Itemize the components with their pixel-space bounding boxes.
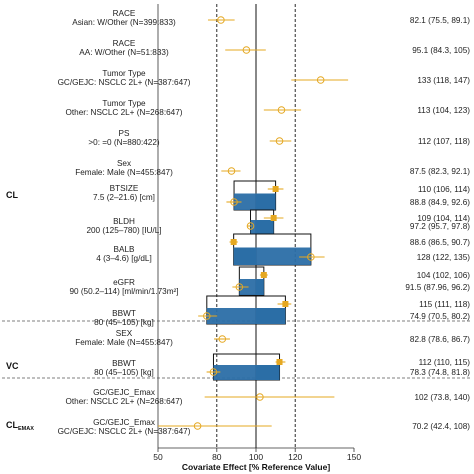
row-label-title: GC/GEJC_Emax xyxy=(93,418,155,427)
row-label-title: BBWT xyxy=(112,309,136,318)
point-estimate xyxy=(227,167,236,175)
estimate-text: 95.1 (84.3, 105) xyxy=(412,46,470,55)
point-estimate xyxy=(242,46,251,54)
estimate-text: 112 (107, 118) xyxy=(418,137,470,146)
point-estimate xyxy=(235,283,244,291)
effect-bar-high xyxy=(256,220,274,234)
row-label-title: RACE xyxy=(113,39,136,48)
x-tick-label: 100 xyxy=(249,452,263,462)
row-label-detail: 90 (50.2–114) [ml/min/1.73m²] xyxy=(69,287,178,296)
estimate-text: 110 (106, 114) xyxy=(418,185,470,194)
point-estimate xyxy=(217,16,225,24)
row-label-detail: 200 (125–780) [IU/L] xyxy=(86,226,161,235)
point-estimate-high xyxy=(230,239,237,245)
estimate-text: 112 (110, 115) xyxy=(419,358,471,367)
row-label-title: RACE xyxy=(113,9,136,18)
effect-bar-high xyxy=(256,308,286,324)
effect-bar-low xyxy=(213,365,256,380)
effect-bar-high xyxy=(233,247,256,265)
point-estimate xyxy=(256,393,264,401)
point-estimate-high xyxy=(260,272,267,278)
estimate-text-low: 88.8 (84.9, 92.6) xyxy=(410,198,470,207)
row-label-detail: 4 (3–4.6) [g/dL] xyxy=(96,254,152,263)
row-label-title: BALB xyxy=(114,245,135,254)
estimate-text: 88.6 (86.5, 90.7) xyxy=(410,238,470,247)
row-label-detail: Asian: W/Other (N=399:833) xyxy=(72,18,176,27)
estimate-text-low: 128 (122, 135) xyxy=(417,253,471,262)
group-label: CL xyxy=(6,190,18,200)
estimate-text: 133 (118, 147) xyxy=(417,76,470,85)
point-estimate xyxy=(275,137,284,145)
point-estimate-high xyxy=(276,359,283,365)
row-label-detail: Other: NSCLC 2L+ (N=268:647) xyxy=(66,397,183,406)
group-label: CLEMAX xyxy=(6,420,34,432)
point-estimate-high xyxy=(272,186,279,192)
row-label-detail: AA: W/Other (N=51:833) xyxy=(79,48,169,57)
effect-bar-low xyxy=(234,193,256,210)
row-label-detail: 80 (45–105) [kg] xyxy=(94,318,154,327)
estimate-text: 70.2 (42.4, 108) xyxy=(412,422,470,431)
row-label-detail: Other: NSCLC 2L+ (N=268:647) xyxy=(66,108,183,117)
estimate-text: 87.5 (82.3, 92.1) xyxy=(410,167,470,176)
estimate-text: 115 (111, 118) xyxy=(419,300,470,309)
x-tick-label: 120 xyxy=(288,452,302,462)
row-label-detail: >0: =0 (N=880:422) xyxy=(88,138,160,147)
point-estimate xyxy=(230,198,238,206)
row-label-title: Tumor Type xyxy=(102,99,146,108)
point-estimate-high xyxy=(282,301,289,307)
point-estimate-high xyxy=(270,215,277,221)
effect-bar-low xyxy=(256,247,311,265)
point-estimate xyxy=(218,335,227,343)
effect-bar-high xyxy=(256,365,280,380)
point-estimate xyxy=(246,222,255,230)
row-label-title: GC/GEJC_Emax xyxy=(93,388,155,397)
row-label-title: BLDH xyxy=(113,217,135,226)
row-label-detail: Female: Male (N=455:847) xyxy=(75,338,173,347)
x-axis-title: Covariate Effect [% Reference Value] xyxy=(182,462,331,472)
row-label-detail: GC/GEJC: NSCLC 2L+ (N=387:647) xyxy=(58,78,191,87)
row-label-detail: Female: Male (N=455:847) xyxy=(75,168,173,177)
estimate-text: 104 (102, 106) xyxy=(417,271,471,280)
effect-bar-high xyxy=(256,279,264,295)
estimate-text-low: 74.9 (70.5, 80.2) xyxy=(410,312,470,321)
row-label-title: Sex xyxy=(117,159,131,168)
x-tick-label: 150 xyxy=(347,452,361,462)
x-tick-label: 80 xyxy=(212,452,222,462)
point-estimate xyxy=(209,368,218,376)
estimate-text: 109 (104, 114) xyxy=(417,214,470,223)
row-label-title: BTSIZE xyxy=(110,184,139,193)
row-label-detail: GC/GEJC: NSCLC 2L+ (N=387:647) xyxy=(58,427,191,436)
row-label-detail: 80 (45–105) [kg] xyxy=(94,368,154,377)
row-label-title: eGFR xyxy=(113,278,135,287)
point-estimate xyxy=(316,76,325,84)
effect-bar-low xyxy=(206,308,256,324)
row-label-title: Tumor Type xyxy=(102,69,146,78)
group-label-subscript: EMAX xyxy=(18,426,34,432)
effect-bar-high xyxy=(256,193,276,210)
row-label-title: BBWT xyxy=(112,359,136,368)
point-estimate xyxy=(277,106,286,114)
x-tick-label: 50 xyxy=(153,452,163,462)
estimate-text: 102 (73.8, 140) xyxy=(414,393,470,402)
estimate-text-low: 97.2 (95.7, 97.8) xyxy=(410,222,470,231)
estimate-text-low: 78.3 (74.8, 81.8) xyxy=(410,368,470,377)
point-estimate xyxy=(203,312,211,320)
row-label-detail: 7.5 (2–21.6) [cm] xyxy=(93,193,155,202)
row-label-title: PS xyxy=(119,129,130,138)
point-estimate xyxy=(193,422,202,430)
point-estimate xyxy=(307,253,315,261)
estimate-text: 82.1 (75.5, 89.1) xyxy=(410,16,470,25)
estimate-text-low: 91.5 (87.96, 96.2) xyxy=(405,283,470,292)
estimate-text: 82.8 (78.6, 86.7) xyxy=(410,335,470,344)
row-label-title: SEX xyxy=(116,329,133,338)
group-label: VC xyxy=(6,361,19,371)
estimate-text: 113 (104, 123) xyxy=(417,106,470,115)
